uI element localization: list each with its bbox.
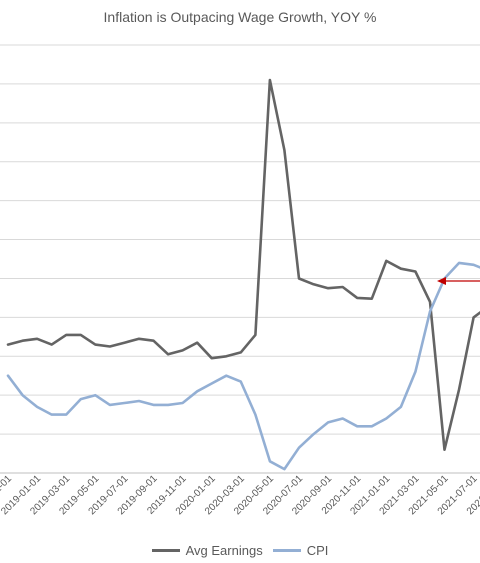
legend-label-avg-earnings: Avg Earnings (185, 543, 263, 558)
x-axis: 2019-01-012019-03-012019-05-012019-07-01… (0, 472, 480, 517)
chart-title: Inflation is Outpacing Wage Growth, YOY … (103, 9, 377, 25)
legend: Avg Earnings CPI (0, 543, 480, 558)
legend-item-avg-earnings: Avg Earnings (151, 543, 263, 558)
series-line-avg-earnings (6, 78, 480, 452)
legend-swatch-cpi (272, 549, 301, 552)
annotation-arrow-head (437, 277, 446, 285)
annotation-arrow (437, 277, 480, 285)
legend-item-cpi: CPI (272, 543, 329, 558)
series-lines (6, 78, 480, 471)
legend-label-cpi: CPI (306, 543, 329, 558)
gridlines (0, 44, 480, 435)
series-line-cpi (6, 261, 480, 471)
legend-swatch-avg-earnings (151, 549, 180, 552)
